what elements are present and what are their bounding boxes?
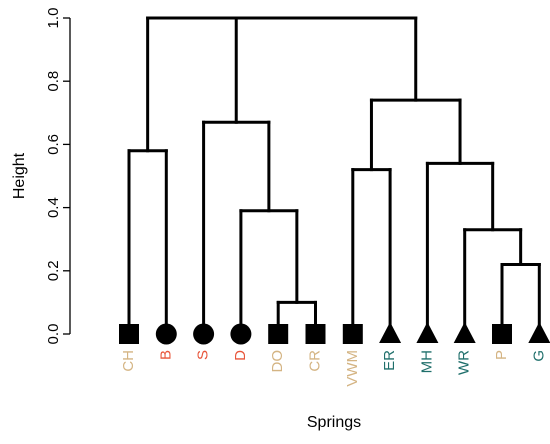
leaf-marker-wr <box>453 322 476 343</box>
leaf-marker-d <box>230 323 252 345</box>
leaf-marker-do <box>268 324 289 344</box>
dendrogram-branches <box>127 16 541 336</box>
leaf-marker-er <box>379 322 402 343</box>
leaf-label-s: S <box>195 350 212 360</box>
y-tick-label: 0.6 <box>45 134 62 155</box>
leaf-marker-mh <box>416 322 439 343</box>
leaf-marker-g <box>528 322 550 343</box>
leaf-marker-s <box>193 323 215 345</box>
y-tick-label: 0.2 <box>45 260 62 281</box>
leaf-marker-cr <box>305 324 326 344</box>
x-axis-title: Springs <box>307 414 361 431</box>
y-tick-label: 0.0 <box>45 324 62 345</box>
leaf-label-d: D <box>232 350 249 361</box>
leaf-label-do: DO <box>269 350 286 373</box>
y-tick-label: 1.0 <box>45 8 62 29</box>
y-tick-label: 0.8 <box>45 71 62 92</box>
y-axis: 0.0 0.2 0.4 0.6 0.8 1.0 <box>45 8 71 345</box>
y-axis-title: Height <box>11 152 28 199</box>
leaf-label-ch: CH <box>120 350 137 372</box>
leaf-label-p: P <box>493 350 510 360</box>
leaf-marker-b <box>155 323 177 345</box>
leaf-label-er: ER <box>381 350 398 371</box>
leaf-label-vwm: VWM <box>344 350 361 387</box>
leaf-label-mh: MH <box>418 350 435 373</box>
leaf-marker-ch <box>119 324 139 344</box>
leaf-markers <box>119 322 550 345</box>
leaf-marker-p <box>492 324 512 344</box>
leaf-label-g: G <box>530 350 547 362</box>
leaf-marker-vwm <box>342 324 363 344</box>
leaf-label-cr: CR <box>306 350 323 372</box>
y-tick-label: 0.4 <box>45 197 62 218</box>
leaf-label-wr: WR <box>456 350 473 375</box>
leaf-labels: CH B S D DO CR VWM ER MH WR P G <box>120 350 547 387</box>
leaf-label-b: B <box>157 350 174 360</box>
